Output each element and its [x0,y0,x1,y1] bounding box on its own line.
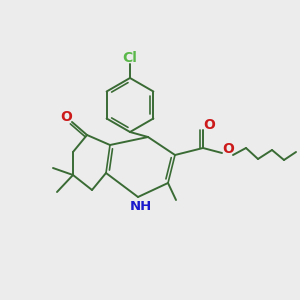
Text: O: O [222,142,234,156]
Text: O: O [60,110,72,124]
Text: NH: NH [130,200,152,214]
Text: O: O [203,118,215,132]
Text: Cl: Cl [123,51,137,65]
